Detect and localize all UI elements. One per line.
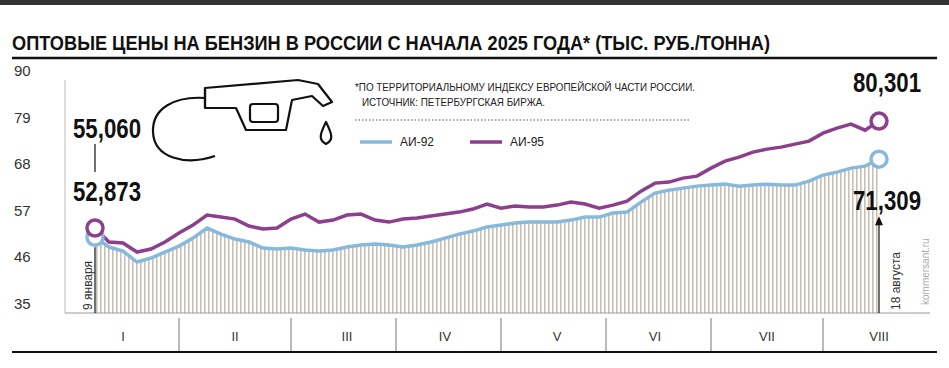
svg-text:VI: VI	[649, 329, 661, 344]
svg-text:57: 57	[14, 202, 31, 219]
svg-text:АИ-92: АИ-92	[400, 135, 434, 149]
svg-text:90: 90	[14, 62, 31, 79]
svg-text:79: 79	[14, 109, 31, 126]
svg-text:II: II	[231, 329, 238, 344]
svg-text:III: III	[342, 329, 353, 344]
svg-text:IV: IV	[439, 329, 452, 344]
svg-text:9 января: 9 января	[81, 261, 95, 310]
svg-text:55,060: 55,060	[73, 113, 141, 144]
svg-text:АИ-95: АИ-95	[510, 135, 544, 149]
svg-text:52,873: 52,873	[73, 176, 141, 207]
svg-text:71,309: 71,309	[853, 185, 921, 216]
svg-text:I: I	[121, 329, 125, 344]
svg-text:46: 46	[14, 248, 31, 265]
svg-text:VIII: VIII	[869, 329, 889, 344]
svg-text:V: V	[553, 329, 562, 344]
svg-text:18 августа: 18 августа	[889, 252, 903, 310]
svg-text:68: 68	[14, 155, 31, 172]
svg-text:80,301: 80,301	[853, 67, 921, 98]
svg-text:35: 35	[14, 295, 31, 312]
svg-text:VII: VII	[759, 329, 775, 344]
svg-text:ОПТОВЫЕ ЦЕНЫ НА БЕНЗИН В РОССИ: ОПТОВЫЕ ЦЕНЫ НА БЕНЗИН В РОССИИ С НАЧАЛА…	[12, 32, 770, 54]
svg-text:kommersant.ru: kommersant.ru	[920, 238, 931, 305]
svg-text:*ПО ТЕРРИТОРИАЛЬНОМУ ИНДЕКСУ Е: *ПО ТЕРРИТОРИАЛЬНОМУ ИНДЕКСУ ЕВРОПЕЙСКОЙ…	[355, 81, 695, 93]
svg-text:ИСТОЧНИК: ПЕТЕРБУРГСКАЯ БИРЖА.: ИСТОЧНИК: ПЕТЕРБУРГСКАЯ БИРЖА.	[362, 96, 545, 108]
